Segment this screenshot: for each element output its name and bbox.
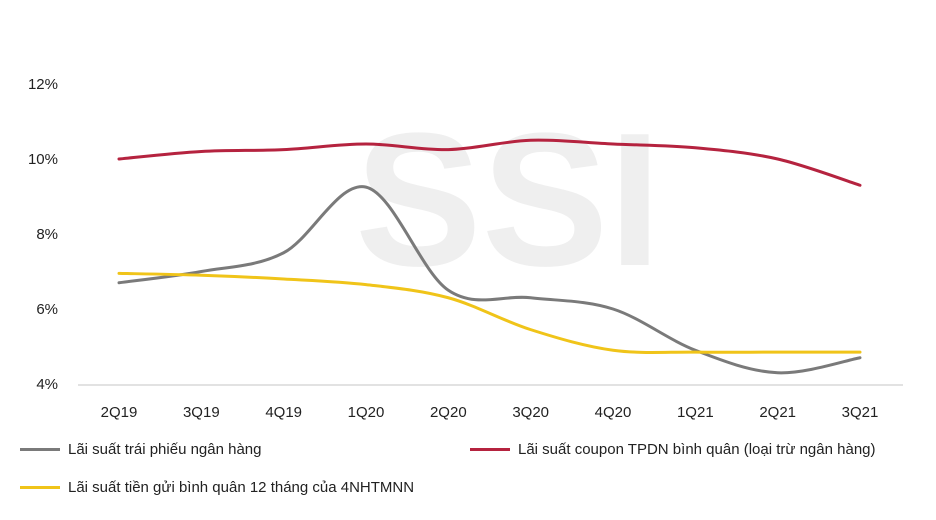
x-tick-label: 2Q19 [101, 404, 138, 421]
x-tick-label: 1Q21 [677, 404, 714, 421]
series-line-2 [117, 271, 862, 354]
x-tick-label: 3Q20 [512, 404, 549, 421]
legend-item-bank-bond: Lãi suất trái phiếu ngân hàng [20, 441, 261, 458]
legend-label: Lãi suất tiền gửi bình quân 12 tháng của… [68, 479, 415, 496]
x-tick-label: 1Q20 [348, 404, 385, 421]
legend-swatch [20, 448, 60, 451]
y-tick-label: 6% [36, 301, 58, 318]
y-tick-label: 8% [36, 226, 58, 243]
legend-label: Lãi suất coupon TPDN bình quân (loại trừ… [518, 441, 876, 458]
ssi-watermark: SSI [355, 94, 661, 306]
x-tick-label: 2Q21 [759, 404, 796, 421]
x-axis: 2Q19 3Q19 4Q19 1Q20 2Q20 3Q20 4Q20 1Q21 2Q21 3Q21 [101, 404, 879, 421]
legend-swatch [470, 448, 510, 451]
x-tick-label: 3Q19 [183, 404, 220, 421]
y-tick-label: 10% [28, 151, 58, 168]
x-tick-label: 4Q20 [595, 404, 632, 421]
x-tick-label: 4Q19 [265, 404, 302, 421]
legend-label: Lãi suất trái phiếu ngân hàng [68, 441, 262, 458]
legend-swatch [20, 486, 60, 489]
series-lines [117, 138, 862, 375]
y-tick-label: 4% [36, 376, 58, 393]
y-tick-label: 12% [28, 76, 58, 93]
series-line-1 [117, 138, 862, 187]
x-tick-label: 2Q20 [430, 404, 467, 421]
series-line-0 [117, 185, 862, 375]
x-tick-label: 3Q21 [842, 404, 879, 421]
legend-item-corporate-coupon: Lãi suất coupon TPDN bình quân (loại trừ… [470, 441, 876, 458]
y-axis: 4% 6% 8% 10% 12% [28, 76, 58, 393]
legend-item-deposit-rate: Lãi suất tiền gửi bình quân 12 tháng của… [20, 479, 414, 496]
